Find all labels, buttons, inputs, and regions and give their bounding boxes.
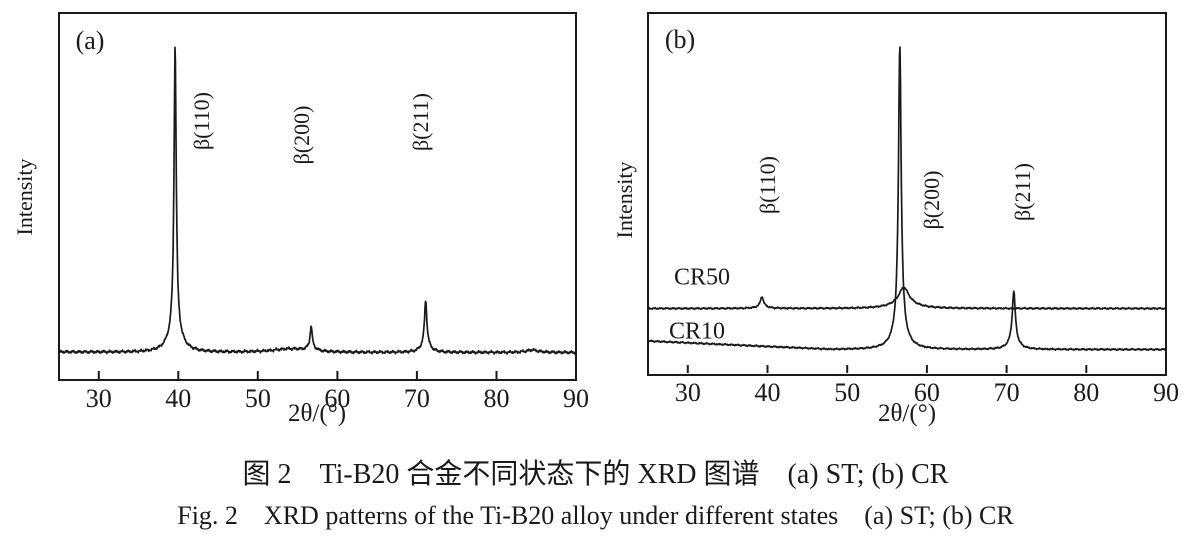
panel-b-peak-label-2: β(211) bbox=[1010, 162, 1035, 222]
panel-a-tick-label-40: 40 bbox=[165, 384, 192, 413]
panel-b-x-axis-label: 2θ/(°) bbox=[877, 400, 937, 427]
panel-a-tick-label-30: 30 bbox=[85, 384, 112, 413]
panel-a-peak-label-1: β(200) bbox=[289, 105, 314, 165]
panel-b-peak-label-0: β(110) bbox=[755, 155, 780, 215]
panel-a-tick-label-80: 80 bbox=[483, 384, 510, 413]
panel-a-tick-label-70: 70 bbox=[403, 384, 430, 413]
series-label-cr50: CR50 bbox=[673, 264, 731, 291]
panel-b-tick-label-90: 90 bbox=[1153, 378, 1179, 407]
panel-b-tick-label-80: 80 bbox=[1073, 378, 1100, 407]
panel-a-tick-label-60: 60 bbox=[324, 384, 351, 413]
panel-a-x-axis-label: 2θ/(°) bbox=[287, 400, 347, 427]
panel-b-tick-label-30: 30 bbox=[674, 378, 701, 407]
panel-b-tick-label-40: 40 bbox=[754, 378, 781, 407]
panel-b-y-axis-label: Intensity bbox=[612, 161, 637, 239]
panel-b-tick-label-60: 60 bbox=[913, 378, 940, 407]
panel-a-y-axis-label: Intensity bbox=[12, 158, 37, 236]
panel-a-plot-frame bbox=[58, 12, 577, 381]
caption-chinese: 图 2 Ti-B20 合金不同状态下的 XRD 图谱 (a) ST; (b) C… bbox=[242, 459, 949, 490]
panel-b-peak-label-1: β(200) bbox=[919, 170, 944, 230]
panel-a-peak-label-2: β(211) bbox=[408, 92, 433, 152]
panel-a-tick-label-90: 90 bbox=[563, 384, 589, 413]
panel-b-tick-label-70: 70 bbox=[993, 378, 1020, 407]
panel-a-letter: (a) bbox=[75, 26, 105, 55]
series-label-cr10: CR10 bbox=[668, 318, 726, 345]
panel-b-letter: (b) bbox=[664, 25, 696, 54]
panel-a-tick-label-50: 50 bbox=[244, 384, 271, 413]
panel-b-tick-label-50: 50 bbox=[834, 378, 861, 407]
caption-english: Fig. 2 XRD patterns of the Ti-B20 alloy … bbox=[177, 501, 1014, 530]
panel-a-peak-label-0: β(110) bbox=[189, 91, 214, 151]
